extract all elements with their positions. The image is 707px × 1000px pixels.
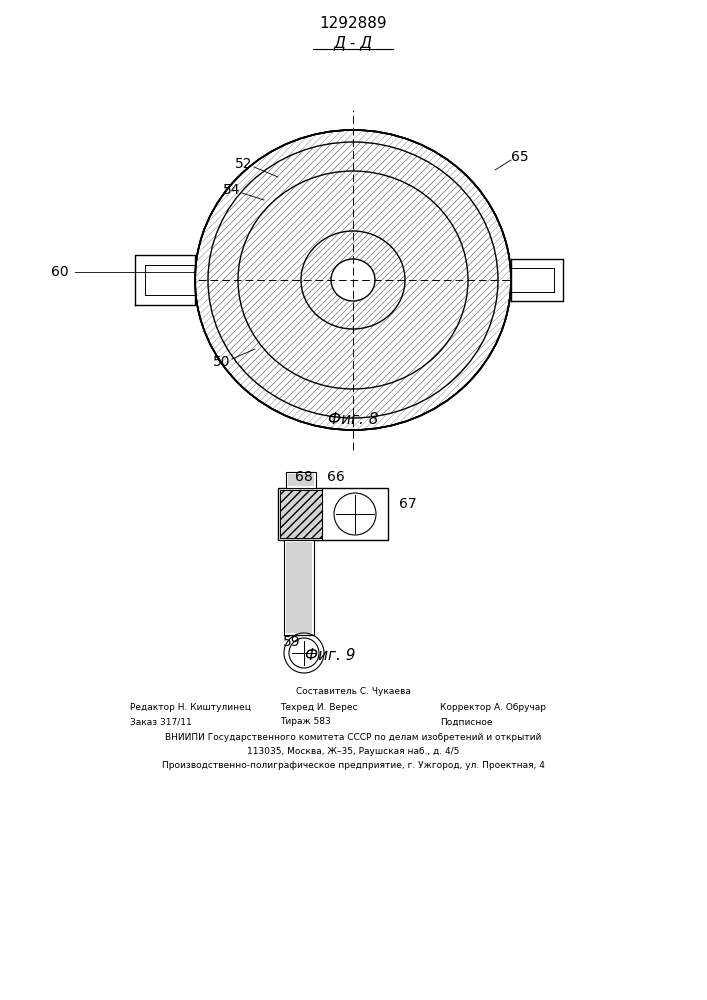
FancyBboxPatch shape xyxy=(284,540,314,635)
Text: 52: 52 xyxy=(235,157,252,171)
Text: 113035, Москва, Ж–35, Раушская наб., д. 4/5: 113035, Москва, Ж–35, Раушская наб., д. … xyxy=(247,746,459,756)
Ellipse shape xyxy=(331,259,375,301)
Text: Фиг. 9: Фиг. 9 xyxy=(305,648,355,662)
Text: 66: 66 xyxy=(327,470,345,484)
FancyBboxPatch shape xyxy=(286,472,316,488)
Text: Техред И. Верес: Техред И. Верес xyxy=(280,704,358,712)
FancyBboxPatch shape xyxy=(280,490,322,538)
Text: Корректор А. Обручар: Корректор А. Обручар xyxy=(440,704,546,712)
Text: Составитель С. Чукаева: Составитель С. Чукаева xyxy=(296,688,411,696)
FancyBboxPatch shape xyxy=(135,255,195,305)
Circle shape xyxy=(334,493,376,535)
FancyBboxPatch shape xyxy=(511,259,563,301)
FancyBboxPatch shape xyxy=(278,488,388,540)
Text: Тираж 583: Тираж 583 xyxy=(280,718,331,726)
Ellipse shape xyxy=(195,130,511,430)
Circle shape xyxy=(289,638,319,668)
Text: Производственно-полиграфическое предприятие, г. Ужгород, ул. Проектная, 4: Производственно-полиграфическое предприя… xyxy=(162,760,544,770)
Text: ВНИИПИ Государственного комитета СССР по делам изобретений и открытий: ВНИИПИ Государственного комитета СССР по… xyxy=(165,732,541,742)
Text: 59: 59 xyxy=(284,635,300,649)
Text: 54: 54 xyxy=(223,183,241,197)
Text: Редактор Н. Киштулинец: Редактор Н. Киштулинец xyxy=(130,704,251,712)
Text: Заказ 317/11: Заказ 317/11 xyxy=(130,718,192,726)
Text: Фиг. 8: Фиг. 8 xyxy=(328,412,378,428)
Text: 65: 65 xyxy=(511,150,529,164)
FancyBboxPatch shape xyxy=(286,542,312,633)
Text: 50: 50 xyxy=(214,355,230,369)
Text: 68: 68 xyxy=(295,470,313,484)
Text: 67: 67 xyxy=(399,497,417,511)
Text: 60: 60 xyxy=(51,265,69,279)
Text: Подписное: Подписное xyxy=(440,718,493,726)
Text: 1292889: 1292889 xyxy=(319,15,387,30)
FancyBboxPatch shape xyxy=(288,474,314,486)
Text: Д - Д: Д - Д xyxy=(334,35,373,50)
